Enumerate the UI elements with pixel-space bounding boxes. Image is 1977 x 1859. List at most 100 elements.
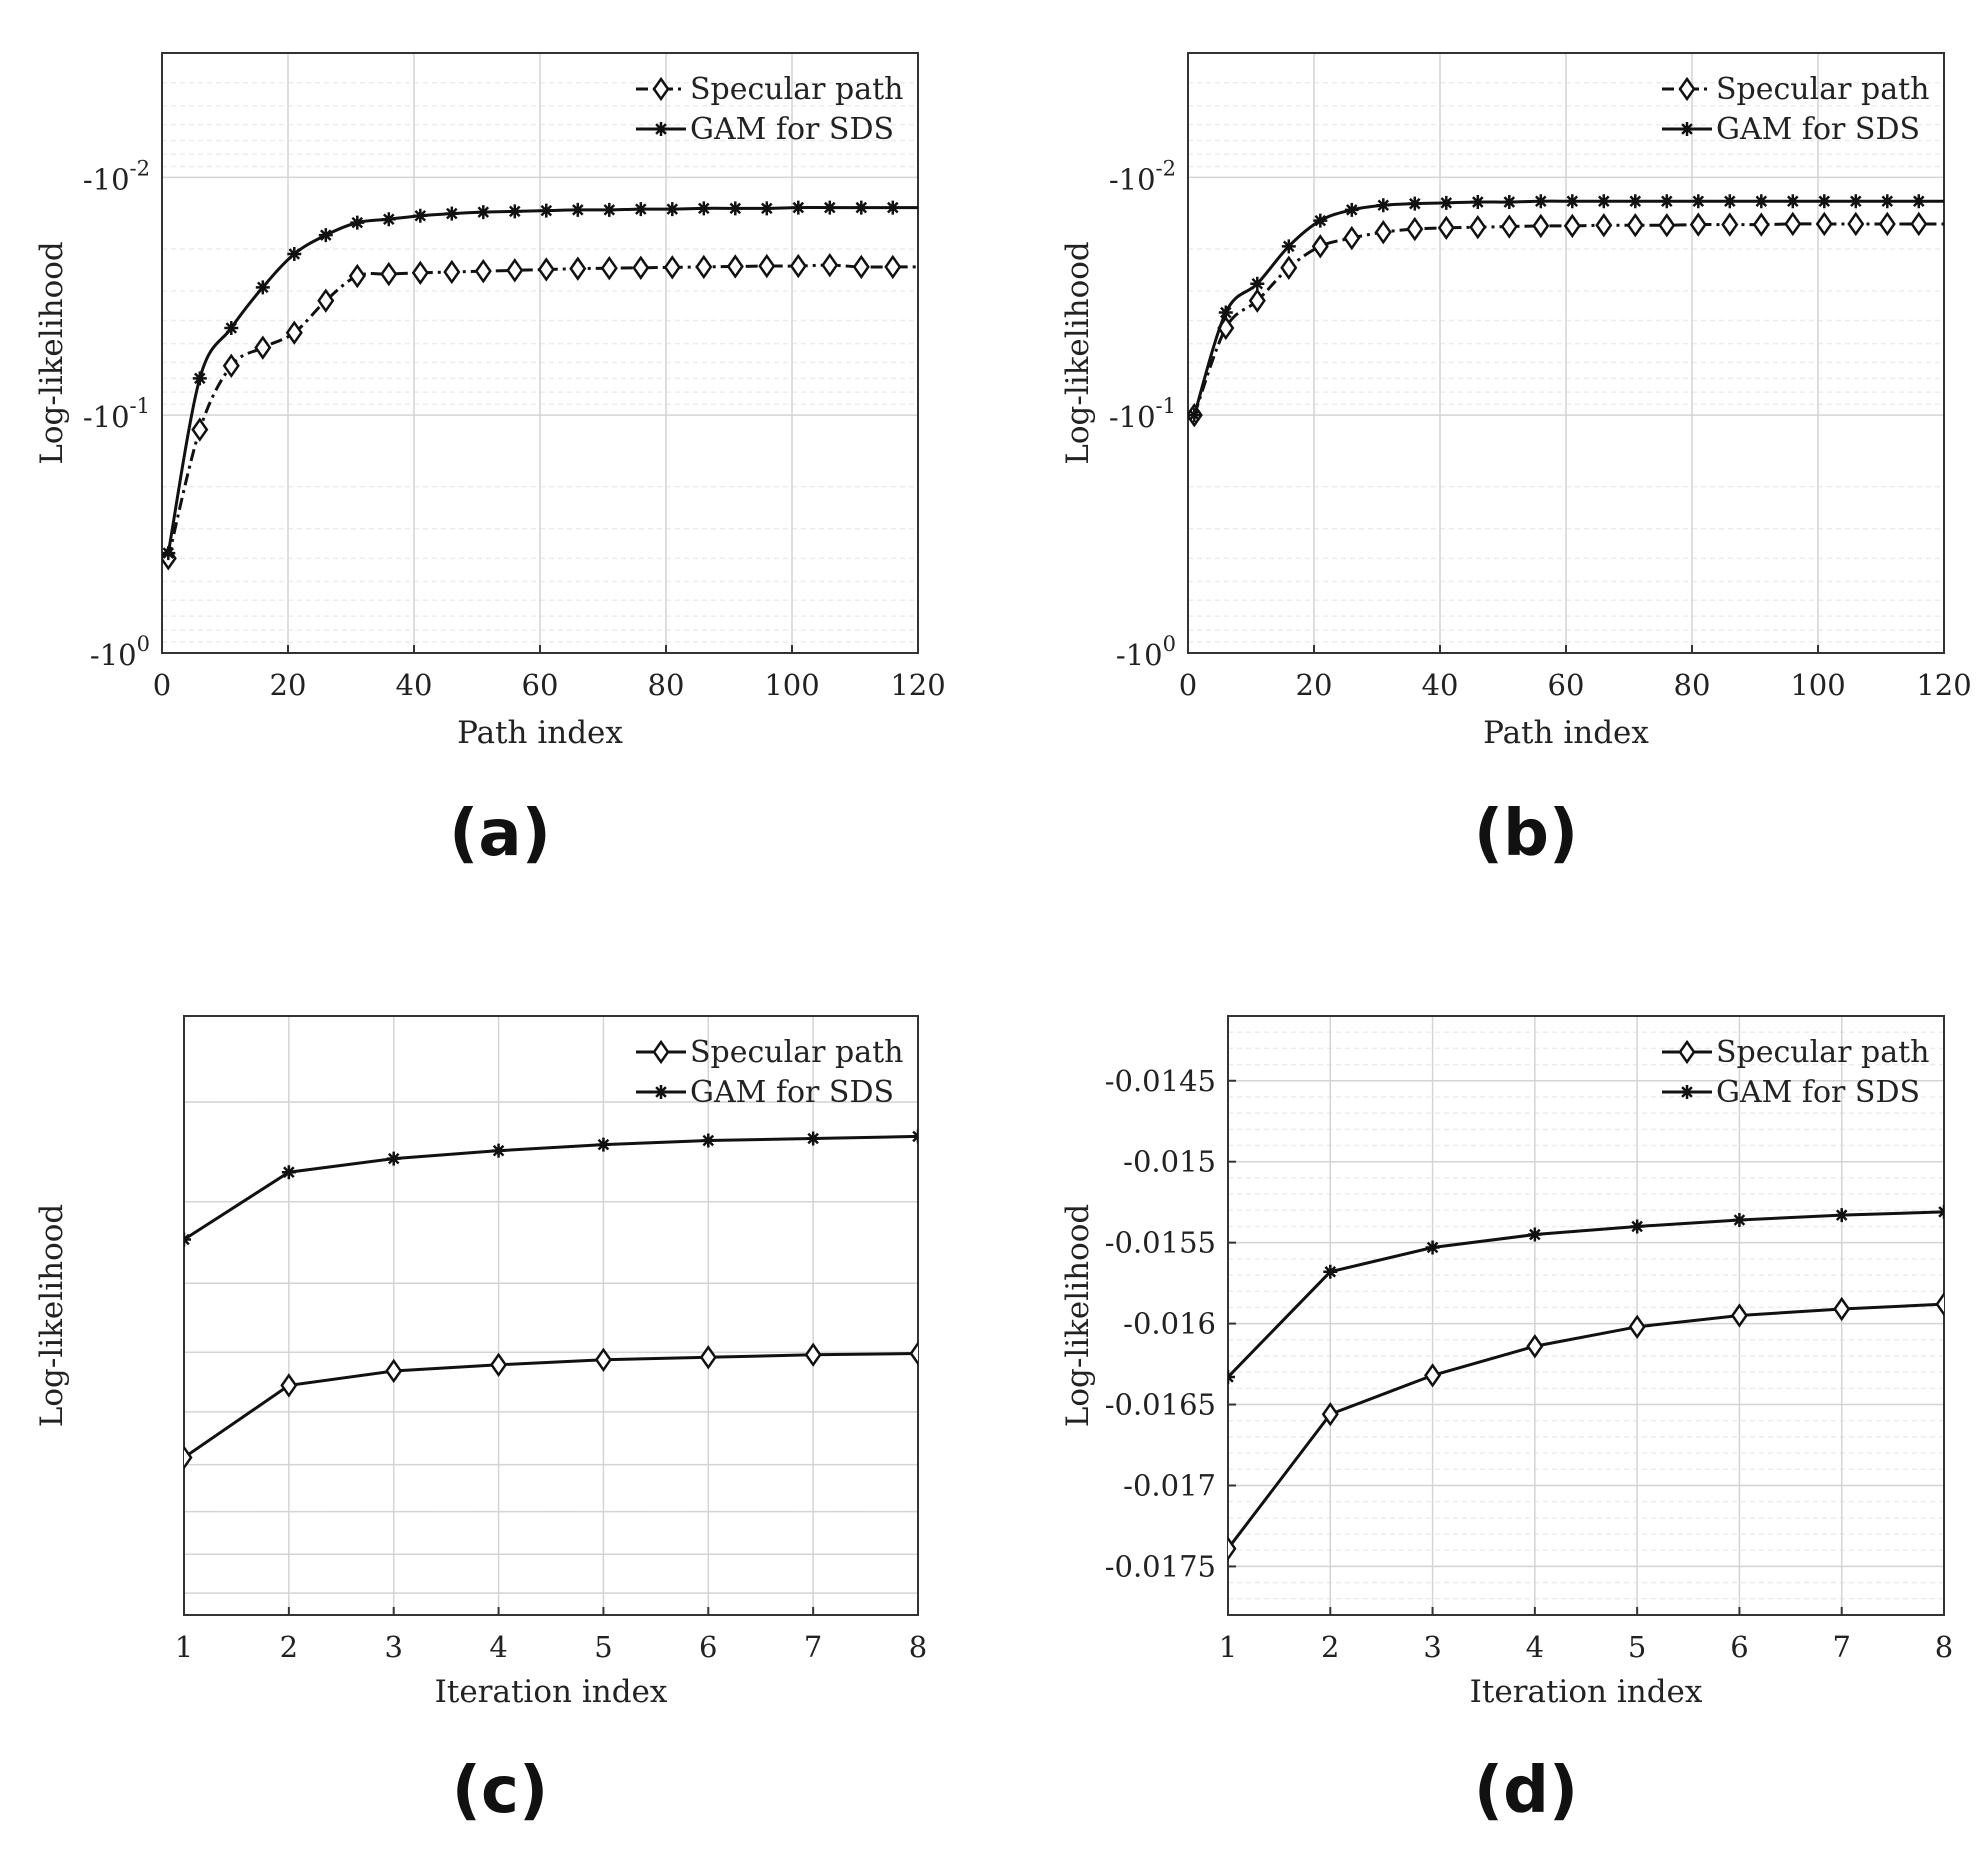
data-point-diamond xyxy=(1730,1303,1748,1328)
x-tick-label: 2 xyxy=(280,1630,298,1664)
data-point-diamond xyxy=(852,254,870,280)
data-point-star xyxy=(476,205,491,220)
data-point-star xyxy=(1732,1212,1747,1227)
data-point-star xyxy=(759,201,774,216)
data-point-star xyxy=(1313,213,1328,228)
data-point-diamond xyxy=(285,320,303,345)
y-tick-label: -0.015 xyxy=(1123,1145,1216,1179)
data-point-diamond xyxy=(191,417,209,442)
data-point-star xyxy=(806,1131,821,1146)
data-point-star xyxy=(854,200,869,215)
data-point-star xyxy=(224,321,239,336)
data-point-diamond xyxy=(1343,225,1361,251)
data-point-diamond xyxy=(758,253,776,279)
data-point-diamond xyxy=(663,255,681,280)
data-point-diamond xyxy=(1469,215,1487,240)
x-tick-label: 80 xyxy=(1674,668,1711,702)
data-point-star xyxy=(1502,195,1517,210)
data-point-star xyxy=(1533,194,1548,209)
data-point-star xyxy=(1281,239,1296,254)
y-tick-label: -0.0175 xyxy=(1105,1549,1216,1583)
data-point-diamond xyxy=(821,252,839,278)
data-point-diamond xyxy=(537,257,555,282)
y-tick-exponent: -2 xyxy=(130,156,150,180)
data-point-star xyxy=(1596,194,1611,209)
data-point-diamond xyxy=(1847,211,1865,237)
data-point-star xyxy=(255,280,270,295)
data-point-star xyxy=(1323,1264,1338,1279)
legend: Specular path GAM for SDS xyxy=(1662,1035,1929,1110)
x-tick-label: 5 xyxy=(594,1630,612,1664)
data-point-star xyxy=(822,200,837,215)
data-point-star xyxy=(1785,194,1800,209)
data-point-star xyxy=(1754,194,1769,209)
data-point-star xyxy=(507,204,522,219)
data-point-diamond xyxy=(443,259,461,285)
data-point-diamond xyxy=(699,1345,717,1370)
legend-marker-star xyxy=(1680,122,1694,136)
data-point-diamond xyxy=(884,254,902,280)
data-point-diamond xyxy=(506,258,524,283)
data-point-diamond xyxy=(1784,211,1802,237)
x-tick-label: 100 xyxy=(764,668,819,702)
data-point-diamond xyxy=(1721,212,1739,237)
data-point-star xyxy=(701,1133,716,1148)
data-point-star xyxy=(1218,305,1233,320)
x-tick-label: 1 xyxy=(175,1630,193,1664)
data-point-star xyxy=(728,201,743,216)
plot-series xyxy=(184,1129,918,1470)
x-tick-label: 8 xyxy=(909,1630,927,1664)
x-tick-label: 8 xyxy=(1935,1630,1953,1664)
data-point-diamond xyxy=(1248,288,1266,313)
data-point-diamond xyxy=(695,254,713,280)
data-point-star xyxy=(162,546,176,561)
x-tick-label: 60 xyxy=(522,668,559,702)
y-tick-label: -100 xyxy=(90,632,150,672)
data-point-star xyxy=(1344,202,1359,217)
data-point-diamond xyxy=(1752,212,1770,237)
x-tick-label: 4 xyxy=(1526,1630,1544,1664)
data-point-star xyxy=(1722,194,1737,209)
data-point-star xyxy=(444,206,459,221)
data-point-star xyxy=(633,202,648,217)
y-tick-exponent: -2 xyxy=(1156,156,1176,180)
y-axis-label: Log-likelihood xyxy=(34,241,70,465)
data-point-diamond xyxy=(490,1352,508,1377)
panel-label: (c) xyxy=(452,1754,548,1828)
data-point-star xyxy=(413,208,428,223)
chart-panel-c: 1 2 3 4 5 6 7 8 Iteration index Log-likelihood (c)… xyxy=(34,1015,927,1828)
plot-series xyxy=(1228,1204,1944,1561)
data-point-diamond xyxy=(789,253,807,279)
legend-entry-label: GAM for SDS xyxy=(1716,112,1920,147)
data-point-star xyxy=(1628,194,1643,209)
data-point-diamond xyxy=(1628,1314,1646,1340)
y-axis-label: Log-likelihood xyxy=(1060,241,1096,465)
plot-series xyxy=(1188,194,1944,428)
data-point-diamond xyxy=(348,263,366,289)
data-point-diamond xyxy=(411,260,429,285)
legend: Specular path GAM for SDS xyxy=(1662,72,1929,147)
data-point-star xyxy=(1817,194,1832,209)
y-axis-label: Log-likelihood xyxy=(1060,1204,1096,1428)
y-tick-label: -0.0155 xyxy=(1105,1226,1216,1260)
y-axis-label: Log-likelihood xyxy=(34,1204,70,1428)
x-tick-label: 6 xyxy=(1730,1630,1748,1664)
y-tick-label: -0.0145 xyxy=(1105,1064,1216,1098)
data-point-star xyxy=(911,1129,918,1144)
data-point-diamond xyxy=(1935,1291,1944,1317)
legend-marker-diamond xyxy=(1678,76,1696,102)
plot-area xyxy=(184,1016,918,1615)
y-tick-base: -10 xyxy=(83,400,130,434)
legend-entry-label: GAM for SDS xyxy=(690,1075,894,1110)
data-point-diamond xyxy=(632,255,650,280)
data-point-diamond xyxy=(474,258,492,284)
axes-frame xyxy=(183,1015,919,1616)
chart-panel-d: 1 2 3 4 5 6 7 8 -0.0145 -0.015 -0.0155 -0.016 -0.016… xyxy=(1060,1015,1953,1828)
data-point-diamond xyxy=(317,288,335,313)
legend-entry-label: Specular path xyxy=(690,1035,903,1070)
data-point-diamond xyxy=(1563,213,1581,239)
legend-marker-star xyxy=(1680,1085,1694,1099)
x-tick-label: 5 xyxy=(1628,1630,1646,1664)
